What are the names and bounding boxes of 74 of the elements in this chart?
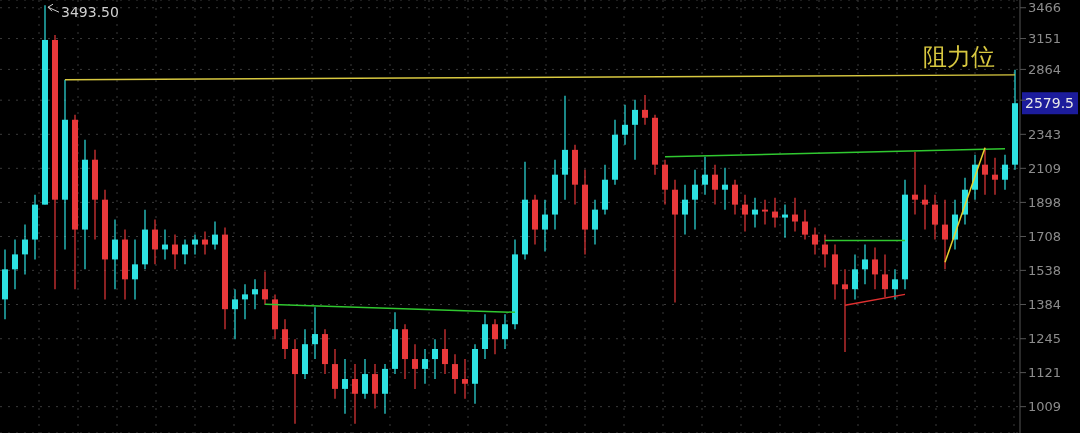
candlestick	[762, 199, 768, 226]
series-label: 阻力位	[923, 42, 995, 71]
candlestick	[182, 238, 188, 265]
candlestick	[492, 318, 498, 355]
y-tick-label: 1121	[1028, 365, 1062, 381]
candlestick	[172, 234, 178, 270]
candlestick	[852, 253, 858, 300]
candlestick	[622, 104, 628, 146]
candlestick	[112, 218, 118, 290]
candlestick	[252, 278, 258, 310]
candlestick	[792, 197, 798, 233]
candlestick	[502, 313, 508, 350]
candlestick	[682, 184, 688, 236]
candlestick	[362, 358, 368, 400]
candlestick	[242, 283, 248, 320]
candlestick	[352, 363, 358, 425]
candlestick	[462, 358, 468, 400]
candlestick	[822, 234, 828, 269]
candlestick	[1002, 154, 1008, 191]
candlestick	[742, 194, 748, 233]
candlestick	[862, 243, 868, 285]
candlestick	[22, 224, 28, 276]
candlestick	[942, 199, 948, 270]
candlestick	[202, 231, 208, 255]
candlestick	[192, 234, 198, 255]
candlestick	[752, 197, 758, 229]
candlestick	[542, 199, 548, 253]
annotation: 3493.50	[61, 4, 119, 21]
candlestick	[422, 348, 428, 385]
candlestick	[312, 306, 318, 360]
candlestick	[152, 218, 158, 265]
candlestick	[372, 363, 378, 410]
candlestick	[132, 238, 138, 300]
y-tick-label: 2109	[1028, 160, 1062, 176]
y-tick-label: 2864	[1028, 62, 1062, 78]
candlestick	[232, 288, 238, 340]
candlestick	[432, 338, 438, 380]
candlestick	[772, 197, 778, 229]
y-tick-label: 1245	[1028, 331, 1062, 347]
y-tick-label: 1898	[1028, 195, 1062, 211]
y-tick-label: 1009	[1028, 399, 1062, 415]
candlestick	[282, 318, 288, 360]
y-tick-label: 3151	[1028, 31, 1062, 47]
candlestick	[692, 169, 698, 231]
candlestick	[342, 358, 348, 415]
candlestick	[412, 343, 418, 390]
candlestick	[812, 226, 818, 255]
candlestick	[712, 164, 718, 206]
candlestick	[892, 268, 898, 300]
candlestick	[782, 204, 788, 239]
candlestick	[802, 209, 808, 241]
y-tick-label: 1708	[1028, 229, 1062, 245]
candlestick	[932, 194, 938, 241]
candlestick	[982, 147, 988, 196]
candlestick	[452, 353, 458, 395]
candlestick	[992, 157, 998, 196]
y-tick-label: 1538	[1028, 263, 1062, 278]
candlestick	[212, 220, 218, 251]
candlestick	[702, 156, 708, 196]
text: 2579.5	[1025, 95, 1074, 112]
candlestick	[262, 270, 268, 305]
candlestick	[722, 167, 728, 211]
candlestick	[12, 238, 18, 290]
candlestick	[922, 184, 928, 231]
candlestick	[642, 94, 648, 126]
candlestick	[912, 151, 918, 216]
candlestick	[592, 199, 598, 246]
y-tick-label: 1384	[1028, 297, 1062, 313]
y-tick-label: 2343	[1028, 126, 1062, 142]
candlestick	[442, 328, 448, 375]
y-tick-label: 3466	[1028, 0, 1062, 16]
candlestick	[732, 179, 738, 216]
candlestick	[872, 246, 878, 290]
candlestick	[632, 99, 638, 161]
